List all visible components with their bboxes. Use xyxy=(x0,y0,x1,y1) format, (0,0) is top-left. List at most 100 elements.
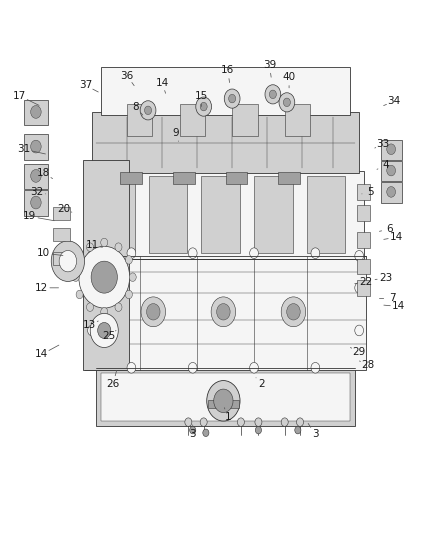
Text: 14: 14 xyxy=(155,78,169,87)
Text: 11: 11 xyxy=(85,240,99,250)
Bar xyxy=(226,172,247,184)
Bar xyxy=(173,172,195,184)
Circle shape xyxy=(185,418,192,426)
Circle shape xyxy=(115,303,122,311)
Bar xyxy=(85,256,366,370)
Bar xyxy=(357,280,370,296)
Circle shape xyxy=(31,106,41,118)
Text: 12: 12 xyxy=(35,283,48,293)
Bar xyxy=(149,176,187,253)
Circle shape xyxy=(125,290,132,298)
Circle shape xyxy=(311,248,320,259)
Text: 7: 7 xyxy=(389,294,396,303)
Circle shape xyxy=(279,93,295,112)
Circle shape xyxy=(88,251,96,261)
Bar xyxy=(278,172,300,184)
Text: 16: 16 xyxy=(221,66,234,75)
Text: 4: 4 xyxy=(382,160,389,170)
Bar xyxy=(285,104,310,136)
Bar xyxy=(381,161,402,181)
Circle shape xyxy=(229,94,236,103)
Bar xyxy=(357,184,370,200)
Circle shape xyxy=(287,304,300,320)
Circle shape xyxy=(188,248,197,259)
Bar xyxy=(357,232,370,248)
Circle shape xyxy=(79,246,130,308)
Text: 9: 9 xyxy=(172,128,179,138)
Circle shape xyxy=(200,418,207,426)
Circle shape xyxy=(101,308,108,316)
Bar xyxy=(180,104,205,136)
Circle shape xyxy=(250,362,258,373)
Text: 33: 33 xyxy=(377,139,390,149)
Text: 10: 10 xyxy=(37,248,50,258)
Circle shape xyxy=(237,418,244,426)
Bar xyxy=(127,104,152,136)
Bar xyxy=(53,252,70,265)
Circle shape xyxy=(31,140,41,153)
Circle shape xyxy=(127,248,136,259)
Circle shape xyxy=(255,426,261,434)
Circle shape xyxy=(214,389,233,413)
Text: 36: 36 xyxy=(120,71,134,80)
Circle shape xyxy=(387,144,396,155)
Text: 5: 5 xyxy=(367,187,374,197)
Text: 32: 32 xyxy=(31,187,44,197)
Bar xyxy=(381,140,402,160)
Text: 3: 3 xyxy=(189,430,196,439)
Circle shape xyxy=(31,169,41,182)
Bar xyxy=(24,134,48,160)
Bar xyxy=(24,190,48,216)
Text: 31: 31 xyxy=(18,144,31,154)
Circle shape xyxy=(141,297,166,327)
Text: 28: 28 xyxy=(361,360,374,370)
Circle shape xyxy=(200,102,207,111)
Circle shape xyxy=(101,238,108,247)
Bar xyxy=(53,207,70,220)
Circle shape xyxy=(31,196,41,209)
Text: 29: 29 xyxy=(353,347,366,357)
Circle shape xyxy=(355,325,364,336)
Circle shape xyxy=(145,106,152,115)
Text: 13: 13 xyxy=(83,320,96,330)
Circle shape xyxy=(140,101,156,120)
Circle shape xyxy=(129,273,136,281)
Text: 37: 37 xyxy=(79,80,92,90)
Text: 3: 3 xyxy=(312,430,319,439)
Text: 2: 2 xyxy=(258,379,265,389)
Text: 39: 39 xyxy=(263,60,276,70)
Text: 8: 8 xyxy=(132,102,139,111)
Circle shape xyxy=(90,313,118,348)
Bar xyxy=(357,259,370,274)
Circle shape xyxy=(125,256,132,264)
Bar xyxy=(232,104,258,136)
Circle shape xyxy=(311,362,320,373)
Bar xyxy=(96,368,355,426)
Circle shape xyxy=(190,426,196,434)
Circle shape xyxy=(217,304,230,320)
Bar xyxy=(381,182,402,203)
Bar xyxy=(83,160,129,370)
Text: 1: 1 xyxy=(224,412,231,422)
Circle shape xyxy=(115,243,122,252)
Bar xyxy=(53,228,70,241)
Bar xyxy=(120,172,142,184)
Circle shape xyxy=(281,297,306,327)
Text: 19: 19 xyxy=(23,212,36,221)
Circle shape xyxy=(203,429,209,437)
Circle shape xyxy=(86,303,93,311)
Circle shape xyxy=(196,97,212,116)
Bar xyxy=(357,205,370,221)
Circle shape xyxy=(297,418,304,426)
Bar xyxy=(101,373,350,421)
Circle shape xyxy=(211,297,236,327)
Circle shape xyxy=(98,322,111,338)
Text: 17: 17 xyxy=(13,91,26,101)
Circle shape xyxy=(250,248,258,259)
Text: 14: 14 xyxy=(390,232,403,242)
Circle shape xyxy=(88,325,96,336)
Circle shape xyxy=(147,304,160,320)
Circle shape xyxy=(281,418,288,426)
Circle shape xyxy=(88,282,96,293)
Text: 18: 18 xyxy=(37,168,50,178)
